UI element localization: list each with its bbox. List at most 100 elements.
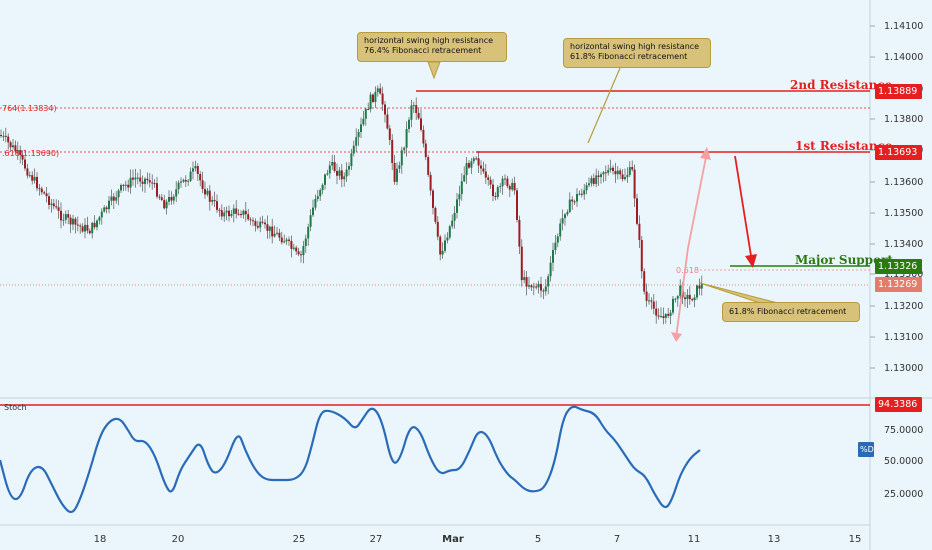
candle-body <box>518 219 521 247</box>
stoch-tick-label: 75.0000 <box>884 425 923 436</box>
candle-body <box>276 232 278 234</box>
candle-body <box>165 201 168 209</box>
candle-body <box>326 173 329 175</box>
candle-body <box>4 135 7 137</box>
candle-body <box>372 94 374 102</box>
candle-body <box>307 226 310 239</box>
candle-body <box>621 174 624 180</box>
candle-body <box>508 186 511 190</box>
candle-body <box>408 119 410 130</box>
candle-body <box>16 150 19 152</box>
price-tick-label: 1.13800 <box>884 114 923 125</box>
candle-body <box>626 174 629 178</box>
candle-body <box>175 189 178 197</box>
candle-body <box>177 182 180 190</box>
candle-body <box>26 168 29 176</box>
candle-body <box>652 301 655 309</box>
candle-body <box>218 209 221 211</box>
candle-body <box>540 283 542 291</box>
candle-body <box>595 175 598 184</box>
fib-618-left-label: .618(1.13690) <box>2 149 59 158</box>
fib-618-right-label: 0.618 <box>676 266 699 275</box>
candle-body <box>429 174 432 191</box>
candle-body <box>240 214 242 216</box>
candle-body <box>355 137 358 146</box>
candle-body <box>338 170 341 176</box>
candle-body <box>312 207 314 216</box>
candle-body <box>345 169 348 177</box>
stoch-title: Stoch <box>4 403 27 412</box>
candle-body <box>420 118 422 130</box>
candle-body <box>64 214 67 220</box>
candle-body <box>357 131 360 138</box>
candle-body <box>290 240 293 249</box>
candle-body <box>362 118 365 125</box>
candle-body <box>292 247 295 249</box>
current-price-tag: 1.13269 <box>875 277 922 292</box>
candle-body <box>132 177 134 180</box>
candle-body <box>484 171 487 178</box>
candle-body <box>297 251 300 255</box>
up-arrow <box>687 151 708 249</box>
candle-body <box>607 169 610 173</box>
candle-body <box>108 200 110 210</box>
candle-body <box>225 210 228 213</box>
candle-body <box>367 108 370 110</box>
candle-body <box>412 105 415 107</box>
candle-body <box>31 175 34 181</box>
candle-body <box>588 183 590 186</box>
time-tick-label: 20 <box>172 534 185 545</box>
candle-body <box>379 88 382 94</box>
candle-body <box>211 199 214 202</box>
candle-body <box>400 150 403 166</box>
candle-body <box>614 171 617 175</box>
candle-body <box>547 276 550 287</box>
candle-body <box>513 182 516 191</box>
candle-body <box>427 157 430 175</box>
candle-body <box>597 175 600 177</box>
candle-body <box>204 189 206 195</box>
candle-body <box>244 210 247 215</box>
candle-body <box>631 167 634 170</box>
candle-body <box>492 184 494 197</box>
candle-body <box>100 211 103 218</box>
candle-body <box>163 199 166 209</box>
candle-body <box>340 170 343 180</box>
candle-body <box>194 166 197 169</box>
candle-body <box>57 207 60 211</box>
candle-body <box>62 219 65 221</box>
time-tick-label: 15 <box>849 534 862 545</box>
candle-body <box>679 285 682 297</box>
price-tick-label: 1.13000 <box>884 363 923 374</box>
candle-body <box>350 153 353 167</box>
candle-body <box>520 246 523 281</box>
candle-body <box>158 196 161 198</box>
candle-body <box>559 223 562 237</box>
candle-body <box>256 225 259 228</box>
price-tick-label: 1.13300 <box>884 269 923 280</box>
candle-body <box>393 162 396 182</box>
candle-body <box>660 316 662 318</box>
candle-body <box>475 158 478 160</box>
candle-body <box>120 185 122 191</box>
candle-body <box>448 226 451 238</box>
candle-body <box>268 226 271 231</box>
candle-body <box>585 185 588 191</box>
candle-body <box>228 210 230 217</box>
candle-body <box>48 196 50 205</box>
candle-body <box>561 218 564 224</box>
candle-body <box>554 242 557 250</box>
candle-body <box>160 197 163 200</box>
candle-body <box>69 217 72 225</box>
candle-body <box>213 199 216 202</box>
candle-body <box>314 199 317 208</box>
time-tick-label: 18 <box>94 534 107 545</box>
candle-body <box>271 226 274 237</box>
candle-body <box>84 224 86 232</box>
candle-body <box>129 177 132 188</box>
candle-body <box>348 166 350 170</box>
candle-body <box>273 233 276 237</box>
candle-body <box>566 211 569 215</box>
candle-body <box>640 240 643 272</box>
